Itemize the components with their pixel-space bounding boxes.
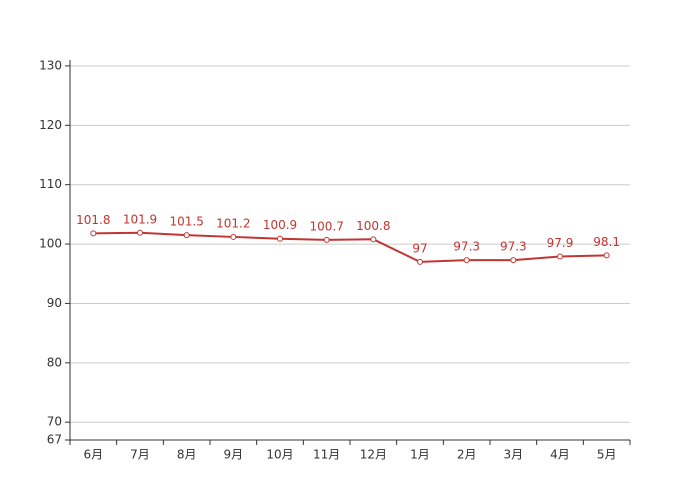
data-label: 101.5 bbox=[169, 215, 203, 229]
data-label: 100.7 bbox=[309, 219, 343, 233]
point bbox=[137, 229, 143, 236]
y-tick-label: 90 bbox=[47, 296, 62, 310]
y-tick-label: 70 bbox=[47, 415, 62, 429]
x-tick-label: 5月 bbox=[597, 448, 617, 462]
data-label: 100.8 bbox=[356, 219, 390, 233]
data-label: 98.1 bbox=[593, 235, 620, 249]
data-label: 101.2 bbox=[216, 216, 250, 230]
data-label: 97.9 bbox=[547, 236, 574, 250]
y-tick-label: 100 bbox=[39, 237, 62, 251]
x-tick-label: 8月 bbox=[177, 448, 197, 462]
point bbox=[90, 230, 97, 237]
data-label: 101.9 bbox=[123, 212, 157, 226]
point bbox=[323, 236, 330, 243]
data-label: 97 bbox=[412, 241, 427, 255]
point bbox=[230, 233, 237, 240]
point bbox=[417, 258, 423, 265]
x-tick-label: 3月 bbox=[504, 448, 524, 462]
y-tick-label: 80 bbox=[47, 355, 62, 369]
point bbox=[183, 232, 190, 239]
x-tick-label: 12月 bbox=[360, 448, 387, 462]
x-tick-label: 2月 bbox=[457, 448, 477, 462]
x-tick-label: 9月 bbox=[224, 448, 244, 462]
x-tick-label: 4月 bbox=[550, 448, 570, 462]
data-label: 97.3 bbox=[453, 240, 480, 254]
line bbox=[93, 231, 607, 263]
y-tick-label: 130 bbox=[39, 58, 62, 72]
x-tick-label: 1月 bbox=[410, 448, 430, 462]
point bbox=[463, 257, 470, 264]
y-tick-label: 110 bbox=[39, 177, 62, 191]
x-tick-label: 6月 bbox=[84, 448, 104, 462]
point bbox=[277, 235, 283, 242]
point bbox=[510, 257, 517, 264]
y-tick-label: 67 bbox=[47, 433, 62, 447]
x-tick-label: 11月 bbox=[313, 448, 340, 462]
x-tick-label: 7月 bbox=[130, 448, 150, 462]
point bbox=[370, 236, 377, 243]
x-tick-label: 10月 bbox=[266, 448, 293, 462]
data-label: 101.8 bbox=[76, 213, 110, 227]
data-label: 100.9 bbox=[263, 218, 297, 232]
point bbox=[557, 253, 563, 260]
y-tick-label: 120 bbox=[39, 118, 62, 132]
point bbox=[603, 252, 610, 259]
data-label: 97.3 bbox=[500, 240, 527, 254]
